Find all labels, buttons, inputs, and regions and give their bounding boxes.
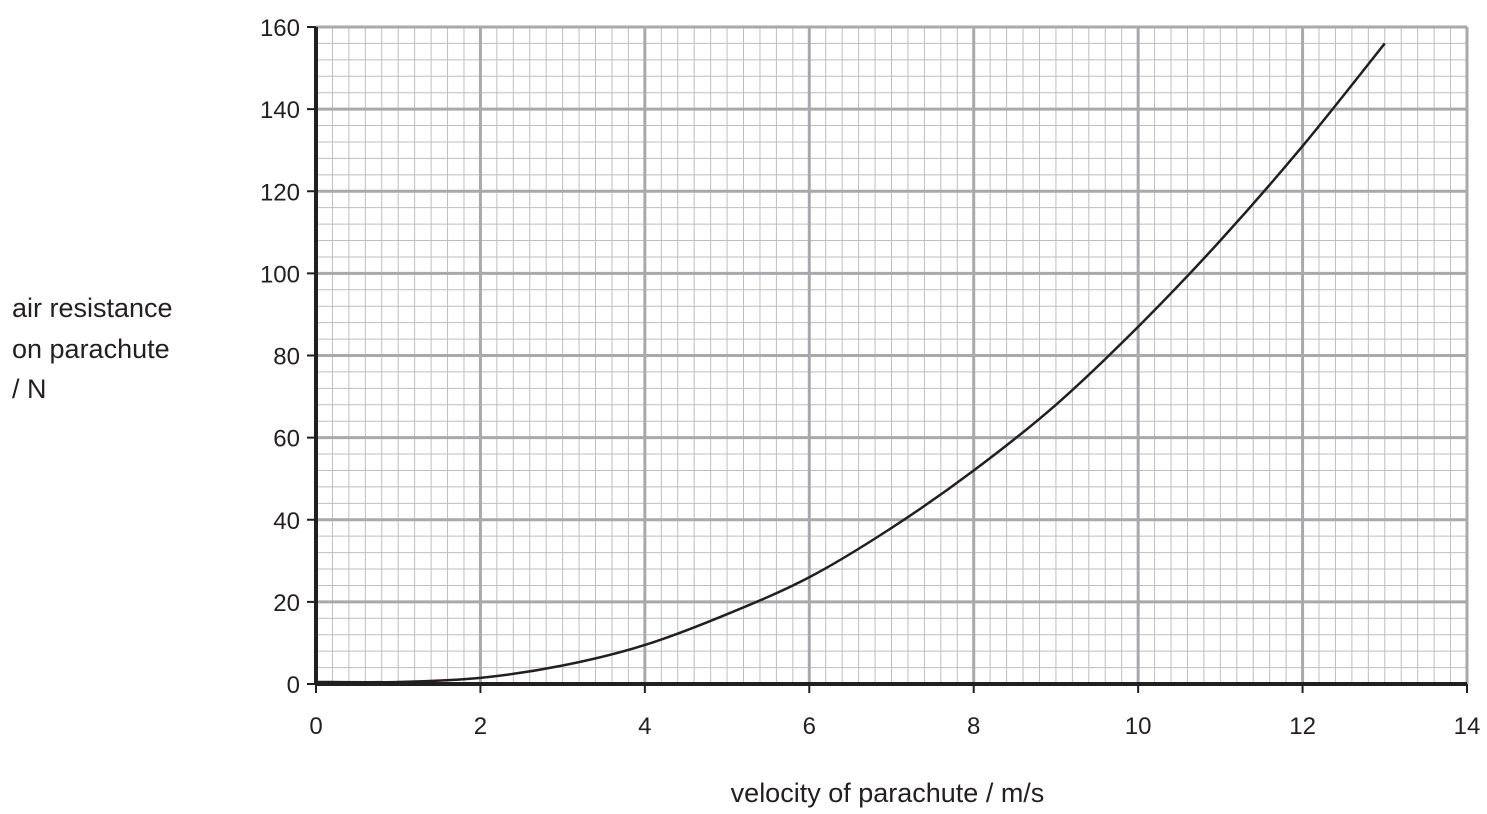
- x-tick-label: 6: [803, 713, 816, 740]
- y-tick-label: 160: [260, 15, 300, 42]
- y-axis-label-line-1: air resistance: [12, 293, 173, 323]
- y-tick-label: 20: [273, 590, 300, 617]
- series-line-0: [315, 42, 1386, 684]
- x-tick-label: 8: [967, 713, 980, 740]
- x-tick-label: 2: [474, 713, 487, 740]
- x-tick-labels: 0 2 4 6 8 10 12 14: [309, 713, 1480, 740]
- y-tick-label: 140: [260, 97, 300, 124]
- y-axis-label-line-3: / N: [12, 374, 47, 404]
- y-tick-label: 40: [273, 508, 300, 535]
- y-tick-label: 120: [260, 179, 300, 206]
- major-gridlines: [314, 25, 1469, 686]
- x-axis-label: velocity of parachute / m/s: [730, 778, 1045, 808]
- axes: [307, 26, 1468, 693]
- y-tick-label: 100: [260, 261, 300, 288]
- series-lines: [315, 42, 1386, 684]
- x-tick-label: 0: [309, 713, 322, 740]
- y-tick-label: 80: [273, 344, 300, 371]
- x-tick-label: 14: [1454, 713, 1481, 740]
- x-tick-label: 12: [1289, 713, 1316, 740]
- y-tick-labels: 0 20 40 60 80 100 120 140 160: [260, 15, 300, 699]
- x-tick-label: 4: [638, 713, 651, 740]
- y-axis-label-line-2: on parachute: [12, 334, 170, 364]
- y-tick-label: 60: [273, 426, 300, 453]
- x-tick-label: 10: [1125, 713, 1152, 740]
- y-tick-label: 0: [287, 672, 300, 699]
